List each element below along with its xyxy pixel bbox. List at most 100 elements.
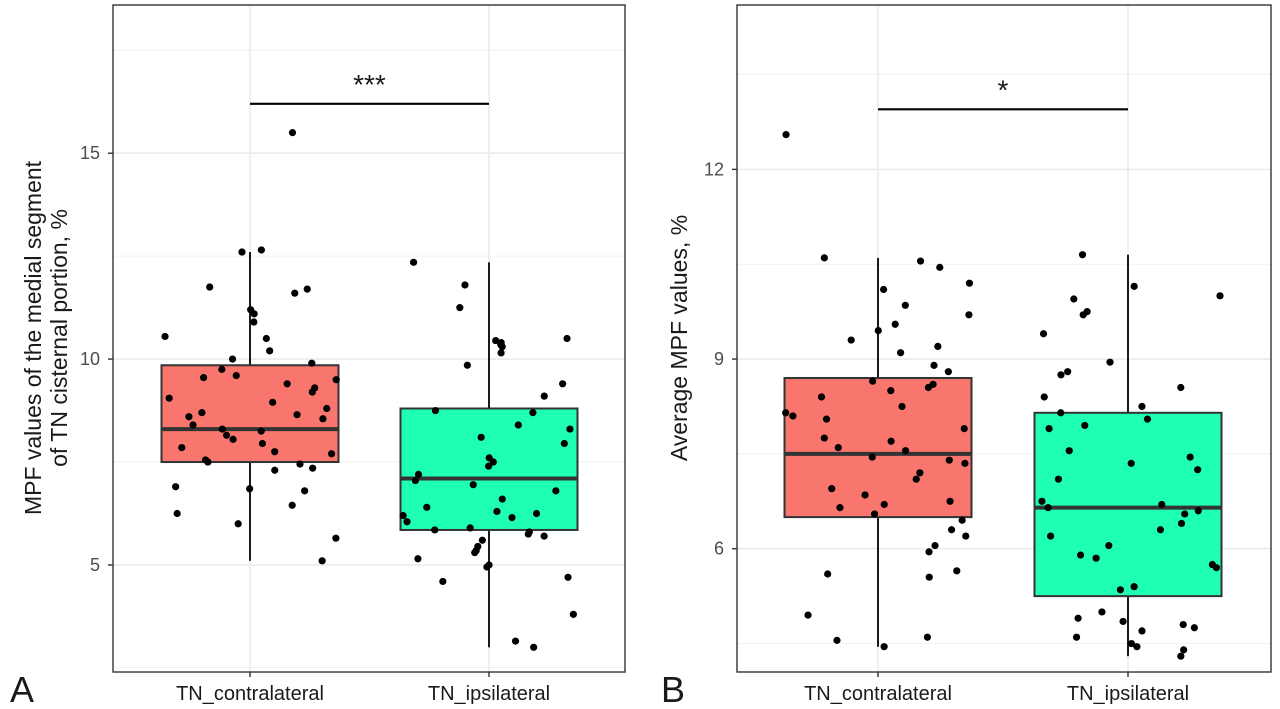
x-category-label: TN_contralateral	[176, 683, 324, 705]
data-point	[1046, 532, 1055, 540]
data-point	[789, 412, 797, 420]
y-tick-label: 5	[90, 555, 100, 575]
data-point	[868, 453, 876, 461]
data-point	[431, 526, 439, 534]
data-point	[469, 481, 477, 489]
data-point	[1158, 500, 1166, 509]
panel-a: 5 10 15 TN_contralateral TN_ipsilateral *** MP…	[10, 4, 626, 709]
data-point	[332, 534, 340, 542]
data-point	[822, 415, 831, 423]
data-point	[887, 437, 895, 445]
data-point	[1072, 633, 1081, 641]
x-category-label: TN_contralateral	[804, 683, 952, 705]
data-point	[1177, 383, 1185, 392]
y-tick-label: 10	[80, 349, 100, 369]
data-point	[1143, 415, 1152, 423]
data-point	[1216, 292, 1224, 300]
data-point	[471, 548, 479, 557]
data-point	[1070, 295, 1078, 303]
data-point	[283, 380, 291, 388]
data-point	[566, 425, 574, 433]
data-point	[296, 460, 304, 468]
data-point	[833, 636, 841, 644]
y-axis-title: Average MPF values, %	[666, 215, 692, 461]
data-point	[257, 427, 265, 435]
data-point	[834, 443, 842, 452]
data-point	[308, 359, 316, 367]
data-point	[399, 511, 407, 520]
data-point	[172, 483, 180, 491]
panel-border	[736, 4, 1272, 673]
data-point	[232, 371, 240, 380]
data-point	[258, 439, 267, 448]
data-point	[489, 458, 497, 466]
data-point	[246, 485, 254, 493]
data-point	[540, 392, 548, 400]
data-point	[953, 567, 961, 575]
data-point	[327, 450, 336, 458]
data-point	[1045, 424, 1053, 433]
data-point	[262, 334, 270, 343]
data-point	[498, 495, 506, 503]
data-point	[198, 409, 206, 417]
data-point	[218, 425, 226, 433]
data-point	[189, 421, 197, 429]
data-point	[1116, 586, 1125, 594]
data-point	[493, 507, 501, 516]
significance-label: ***	[353, 69, 386, 100]
y-axis-title: of TN cisternal portion, %	[46, 209, 72, 467]
data-point	[185, 413, 193, 421]
data-point	[1133, 643, 1141, 651]
data-point	[1186, 453, 1194, 461]
data-point	[1127, 459, 1135, 467]
data-point	[869, 377, 877, 385]
data-point	[945, 456, 953, 464]
data-point	[1138, 402, 1146, 411]
data-point	[1105, 541, 1113, 550]
y-tick-label: 15	[80, 143, 100, 163]
data-point	[962, 532, 970, 540]
data-point	[409, 258, 418, 266]
data-point	[204, 458, 212, 466]
data-point	[847, 336, 855, 344]
data-point	[1130, 282, 1138, 290]
data-point	[828, 485, 836, 493]
box-TN_ipsilateral	[1033, 411, 1223, 598]
data-point	[524, 530, 532, 538]
panel-letter: B	[661, 669, 685, 709]
data-point	[234, 520, 242, 528]
data-point	[403, 518, 411, 526]
box-TN_contralateral	[783, 377, 973, 519]
data-point	[1039, 330, 1048, 338]
data-point	[960, 424, 968, 433]
data-point	[456, 304, 464, 312]
x-category-label: TN_ipsilateral	[428, 683, 550, 705]
data-point	[271, 466, 279, 474]
data-point	[782, 131, 790, 139]
data-point	[288, 129, 297, 137]
data-point	[931, 541, 939, 550]
data-point	[461, 281, 469, 289]
data-point	[898, 402, 906, 411]
data-point	[485, 462, 493, 470]
data-point	[1138, 627, 1146, 635]
data-point	[916, 469, 924, 477]
data-point	[824, 570, 832, 578]
data-point	[946, 497, 954, 505]
data-point	[309, 464, 317, 472]
y-tick-label: 12	[704, 159, 724, 179]
data-point	[250, 318, 258, 326]
data-point	[414, 470, 423, 478]
data-point	[1180, 646, 1188, 654]
panel-border	[112, 4, 626, 673]
data-point	[564, 573, 572, 581]
data-point	[820, 254, 828, 262]
data-point	[1076, 551, 1085, 559]
data-point	[1092, 554, 1100, 562]
data-point	[423, 503, 431, 511]
data-point	[1179, 620, 1187, 629]
data-point	[511, 637, 520, 645]
data-point	[891, 320, 899, 328]
data-point	[411, 476, 420, 485]
data-point	[1119, 617, 1127, 626]
